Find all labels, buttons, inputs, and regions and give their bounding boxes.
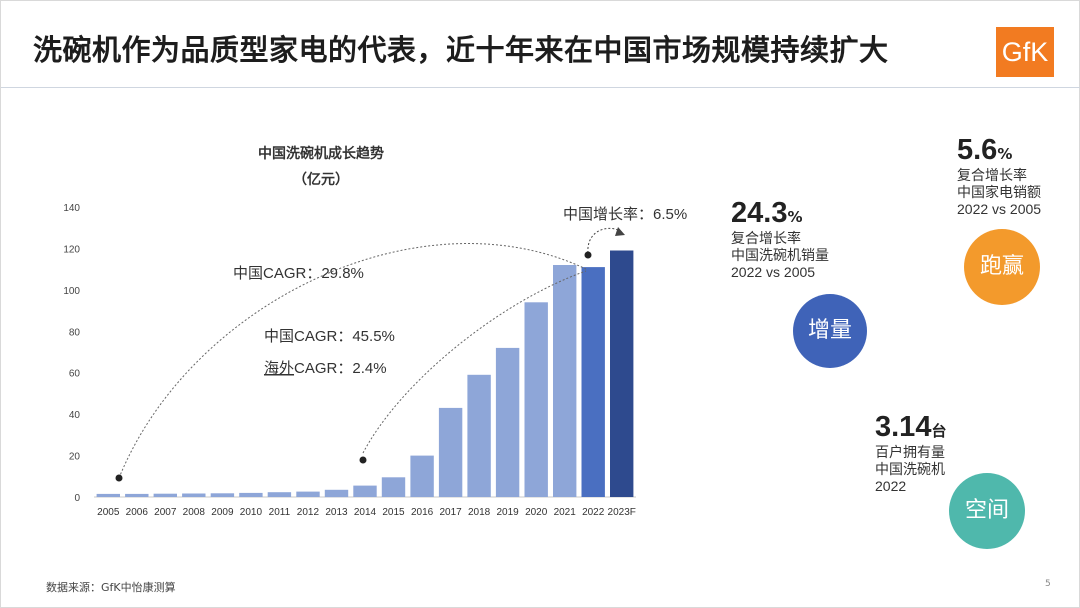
stat-sales-line3: 2022 vs 2005 bbox=[957, 201, 1042, 217]
badge-volume: 增量 bbox=[793, 294, 867, 368]
badge-sales: 跑赢 bbox=[964, 229, 1040, 305]
growth-dot bbox=[584, 251, 592, 259]
cagr-overall-dot bbox=[115, 474, 123, 482]
bar-2007 bbox=[153, 493, 177, 497]
stat-ownership-value: 3.14 bbox=[875, 411, 932, 443]
stat-sales-line2: 中国家电销额 bbox=[957, 184, 1041, 200]
bar-2019 bbox=[495, 347, 520, 497]
bar-2009 bbox=[210, 493, 235, 497]
bar-2015 bbox=[381, 477, 406, 497]
bar-2017 bbox=[438, 407, 463, 497]
chart-title-block: 中国洗碗机成长趋势 （亿元） bbox=[236, 141, 406, 193]
x-tick-label: 2007 bbox=[154, 507, 177, 518]
badge-ownership: 空间 bbox=[949, 473, 1025, 549]
y-tick-label: 60 bbox=[69, 369, 81, 380]
y-tick-label: 20 bbox=[69, 452, 81, 463]
bar-2008 bbox=[182, 493, 206, 497]
stat-volume-line2: 中国洗碗机销量 bbox=[731, 247, 829, 263]
y-tick-label: 40 bbox=[69, 410, 81, 421]
x-tick-label: 2011 bbox=[269, 507, 291, 518]
y-tick-label: 80 bbox=[69, 327, 81, 338]
bar-2023F bbox=[610, 250, 634, 497]
x-tick-label: 2018 bbox=[468, 507, 491, 518]
x-tick-label: 2019 bbox=[496, 507, 519, 518]
bar-2021 bbox=[553, 265, 577, 497]
bar-2006 bbox=[125, 493, 149, 497]
y-tick-label: 0 bbox=[74, 493, 80, 504]
stat-volume: 24.3% 复合增长率 中国洗碗机销量 2022 vs 2005 bbox=[731, 197, 829, 281]
annotation-cagr-overall: 中国CAGR：29.8% bbox=[233, 265, 364, 282]
stat-ownership-line3: 2022 bbox=[875, 478, 907, 494]
x-tick-label: 2009 bbox=[211, 507, 234, 518]
x-tick-label: 2014 bbox=[354, 507, 377, 518]
bar-2016 bbox=[410, 455, 434, 497]
x-tick-label: 2006 bbox=[126, 507, 149, 518]
stat-volume-value: 24.3 bbox=[731, 197, 788, 229]
bar-2014 bbox=[353, 485, 377, 497]
bar-2020 bbox=[524, 302, 548, 497]
stat-ownership-line2: 中国洗碗机 bbox=[875, 461, 945, 477]
y-tick-label: 140 bbox=[63, 203, 80, 214]
chart-subtitle: （亿元） bbox=[293, 172, 349, 188]
x-tick-label: 2008 bbox=[183, 507, 206, 518]
stat-ownership-unit: 台 bbox=[931, 422, 947, 440]
stat-sales-line1: 复合增长率 bbox=[957, 167, 1027, 183]
bar-2022 bbox=[581, 267, 605, 497]
x-tick-label: 2017 bbox=[439, 507, 462, 518]
bar-chart: 0 20 40 60 80 100 120 140 2005 2006 2007 2008 2009 20… bbox=[63, 203, 687, 518]
stat-volume-line1: 复合增长率 bbox=[731, 230, 801, 246]
annotation-overseas-prefix: 海外 bbox=[264, 360, 294, 377]
page-title: 洗碗机作为品质型家电的代表，近十年来在中国市场规模持续扩大 bbox=[33, 33, 889, 67]
bar-2012 bbox=[296, 491, 320, 497]
cagr-overall-arrow bbox=[118, 243, 587, 479]
annotation-overseas-suffix: CAGR：2.4% bbox=[294, 360, 387, 377]
x-tick-label: 2013 bbox=[325, 507, 348, 518]
y-tick-label: 100 bbox=[63, 286, 80, 297]
x-tick-label: 2022 bbox=[582, 507, 605, 518]
bar-2013 bbox=[324, 489, 349, 498]
x-tick-label: 2005 bbox=[97, 507, 120, 518]
stat-sales: 5.6% 复合增长率 中国家电销额 2022 vs 2005 bbox=[957, 134, 1041, 218]
annotation-growth-rate: 中国增长率：6.5% bbox=[563, 206, 687, 223]
bar-2010 bbox=[239, 492, 263, 497]
stat-sales-unit: % bbox=[997, 145, 1013, 163]
title-divider bbox=[1, 87, 1080, 88]
x-tick-label: 2016 bbox=[411, 507, 434, 518]
stat-ownership-line1: 百户拥有量 bbox=[875, 444, 945, 460]
bar-2005 bbox=[96, 493, 120, 497]
source-note: 数据来源：GfK中怡康测算 bbox=[46, 581, 176, 594]
page-number: 5 bbox=[1045, 579, 1051, 589]
cagr-recent-arrow bbox=[362, 270, 587, 454]
x-tick-label: 2023F bbox=[608, 507, 636, 518]
x-tick-label: 2020 bbox=[525, 507, 548, 518]
x-tick-label: 2012 bbox=[297, 507, 320, 518]
stat-ownership: 3.14台 百户拥有量 中国洗碗机 2022 bbox=[875, 411, 946, 495]
stat-volume-line3: 2022 vs 2005 bbox=[731, 264, 816, 280]
stat-sales-value: 5.6 bbox=[957, 134, 998, 166]
y-tick-label: 120 bbox=[63, 244, 80, 255]
bar-2011 bbox=[267, 492, 292, 497]
chart-title: 中国洗碗机成长趋势 bbox=[258, 146, 384, 162]
cagr-recent-dot bbox=[359, 456, 367, 464]
annotation-cagr-recent: 中国CAGR：45.5% bbox=[264, 328, 395, 345]
stat-volume-unit: % bbox=[787, 208, 803, 226]
gfk-logo: GfK bbox=[996, 27, 1054, 77]
growth-arrow bbox=[587, 227, 624, 254]
annotation-overseas: 海外CAGR：2.4% bbox=[264, 360, 387, 377]
bar-2018 bbox=[467, 374, 491, 497]
x-tick-label: 2010 bbox=[240, 507, 263, 518]
growth-arrowhead bbox=[615, 227, 625, 236]
x-tick-label: 2015 bbox=[382, 507, 405, 518]
x-tick-label: 2021 bbox=[554, 507, 577, 518]
